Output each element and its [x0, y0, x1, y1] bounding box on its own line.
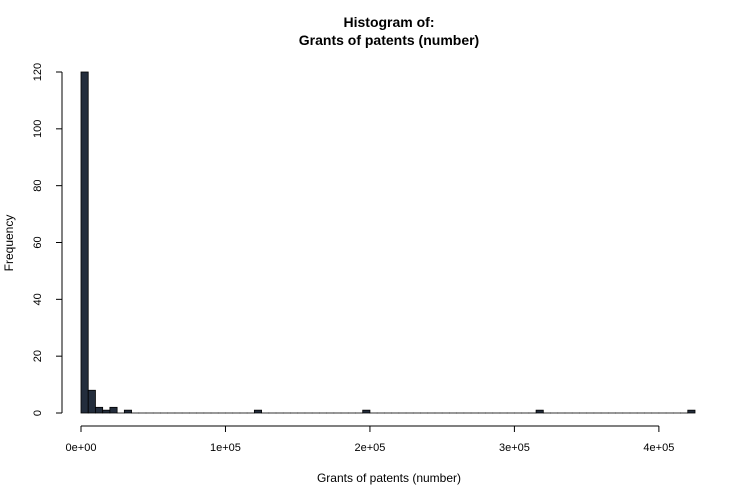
histogram-bar: [80, 71, 89, 414]
x-tick-label: 1e+05: [210, 442, 241, 454]
y-tick-label: 120: [32, 63, 44, 81]
y-tick-label: 80: [32, 180, 44, 192]
histogram-bar: [87, 389, 96, 414]
y-axis-label: Frequency: [2, 215, 16, 272]
chart-title-line1: Histogram of:: [344, 14, 435, 30]
x-tick-label: 2e+05: [354, 442, 385, 454]
histogram-bar: [102, 409, 111, 414]
y-tick-label: 20: [32, 350, 44, 362]
y-tick-label: 100: [32, 120, 44, 138]
histogram-bar: [123, 409, 132, 414]
histogram-bar: [95, 406, 104, 414]
histogram-bars: [80, 71, 696, 414]
x-tick-label: 3e+05: [499, 442, 530, 454]
y-tick-label: 40: [32, 293, 44, 305]
x-tick-label: 4e+05: [643, 442, 674, 454]
x-axis-label: Grants of patents (number): [317, 471, 461, 485]
y-tick-label: 60: [32, 236, 44, 248]
histogram-bar: [535, 409, 544, 414]
histogram-bar: [687, 409, 696, 414]
histogram-bar: [362, 409, 371, 414]
histogram-bar: [253, 409, 262, 414]
y-axis: 0 20 40 60 80 100 120: [32, 63, 63, 416]
x-tick-label: 0e+00: [66, 442, 97, 454]
y-tick-label: 0: [32, 410, 44, 416]
histogram-bar: [109, 406, 118, 414]
x-axis: 0e+00 1e+05 2e+05 3e+05 4e+05: [66, 425, 674, 454]
chart-title-line2: Grants of patents (number): [299, 32, 479, 48]
